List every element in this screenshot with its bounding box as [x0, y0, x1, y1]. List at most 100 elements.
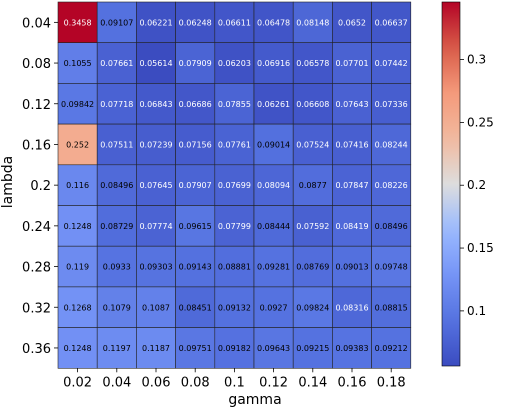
y-tick-label: 0.24: [22, 220, 51, 235]
heatmap-cell: [371, 286, 412, 328]
heatmap-cell: [253, 286, 294, 328]
heatmap-cell: [292, 83, 333, 125]
heatmap-cell: [292, 245, 333, 288]
colorbar-tick-label: 0.25: [467, 115, 494, 129]
colorbar-tick-label: 0.2: [467, 178, 486, 192]
heatmap-cell: [57, 42, 98, 84]
x-tick-label: 0.08: [181, 375, 210, 390]
cell-value-label: 0.09281: [257, 263, 290, 272]
cell-value-label: 0.06611: [218, 18, 251, 27]
heatmap-cell: [136, 1, 176, 44]
cell-value-label: 0.06203: [218, 59, 251, 68]
heatmap-cell: [175, 286, 216, 328]
cell-value-label: 0.119: [66, 263, 89, 272]
cell-value-label: 0.09107: [100, 18, 133, 27]
cell-value-label: 0.06608: [296, 100, 329, 109]
heatmap-cell: [371, 83, 412, 125]
heatmap-cell: [136, 286, 176, 328]
cell-value-label: 0.07909: [179, 59, 212, 68]
x-tick-label: 0.1: [224, 375, 245, 390]
heatmap-cell: [371, 327, 412, 369]
cell-value-label: 0.08419: [335, 222, 368, 231]
cell-value-label: 0.06221: [139, 18, 172, 27]
x-tick-label: 0.04: [102, 375, 131, 390]
cell-value-label: 0.07699: [218, 181, 251, 190]
cell-value-label: 0.07799: [218, 222, 251, 231]
y-tick-label: 0.16: [22, 138, 51, 153]
x-tick-label: 0.18: [377, 375, 406, 390]
heatmap-cell: [371, 123, 412, 166]
y-axis-label: lambda: [0, 156, 16, 208]
cell-value-label: 0.08316: [335, 303, 368, 312]
cell-value-label: 0.07855: [218, 100, 251, 109]
cell-value-label: 0.05614: [139, 59, 172, 68]
cell-value-label: 0.116: [66, 181, 89, 190]
x-tick-label: 0.02: [63, 375, 92, 390]
cell-value-label: 0.07592: [296, 222, 329, 231]
cell-value-label: 0.09303: [139, 263, 172, 272]
cell-value-label: 0.09751: [179, 344, 212, 353]
heatmap-cell: [253, 1, 294, 44]
heatmap-cell: [175, 327, 216, 369]
cell-value-label: 0.08729: [100, 222, 133, 231]
colorbar-tick-label: 0.3: [467, 53, 486, 67]
cell-value-label: 0.06843: [139, 100, 172, 109]
cell-value-label: 0.07524: [296, 140, 329, 149]
cell-value-label: 0.07661: [100, 59, 133, 68]
heatmap-cell: [371, 42, 412, 84]
heatmap-cell: [136, 42, 176, 84]
cell-value-label: 0.0933: [103, 263, 131, 272]
x-tick-label: 0.12: [259, 375, 288, 390]
heatmap-cell: [96, 205, 137, 247]
cell-value-label: 0.08148: [296, 18, 329, 27]
cell-value-label: 0.1268: [64, 303, 92, 312]
heatmap-cell: [175, 164, 216, 206]
heatmap-cell: [96, 1, 137, 44]
cell-value-label: 0.07847: [335, 181, 368, 190]
heatmap-cell: [57, 245, 98, 288]
heatmap-cell: [175, 205, 216, 247]
heatmap-cell: [96, 123, 137, 166]
cell-value-label: 0.07511: [100, 140, 133, 149]
heatmap-cell: [253, 327, 294, 369]
y-tick-label: 0.2: [30, 179, 51, 194]
cell-value-label: 0.1187: [142, 344, 170, 353]
cell-value-label: 0.07701: [335, 59, 368, 68]
cell-value-label: 0.1079: [103, 303, 131, 312]
heatmap-cell: [332, 1, 372, 44]
colorbar: 0.1 0.15 0.2 0.25 0.3: [441, 1, 494, 367]
cell-value-label: 0.07416: [335, 140, 368, 149]
cell-value-label: 0.1197: [103, 344, 131, 353]
cell-value-label: 0.09215: [296, 344, 329, 353]
cell-value-label: 0.07718: [100, 100, 133, 109]
y-tick-label: 0.08: [22, 57, 51, 72]
heatmap-cell: [136, 83, 176, 125]
cell-value-label: 0.1248: [64, 222, 92, 231]
heatmap-cell: [136, 164, 176, 206]
cell-value-label: 0.07643: [335, 100, 368, 109]
heatmap-cell: [214, 42, 255, 84]
heatmap-cell: [175, 1, 216, 44]
x-tick-label: 0.14: [298, 375, 327, 390]
cell-value-label: 0.09143: [179, 263, 212, 272]
cell-value-label: 0.06248: [179, 18, 212, 27]
cell-value-label: 0.07907: [179, 181, 212, 190]
cell-value-label: 0.07239: [139, 140, 172, 149]
heatmap-cell: [292, 42, 333, 84]
heatmap-cell: [57, 327, 98, 369]
heatmap-cell: [136, 205, 176, 247]
heatmap-cell: [57, 205, 98, 247]
heatmap-cell: [175, 123, 216, 166]
cell-value-label: 0.08244: [375, 140, 408, 149]
heatmap-cell: [292, 164, 333, 206]
cell-value-label: 0.06578: [296, 59, 329, 68]
heatmap-cell: [214, 245, 255, 288]
colorbar-tick-label: 0.1: [467, 304, 486, 318]
cell-value-label: 0.08226: [375, 181, 408, 190]
cell-value-label: 0.07156: [179, 140, 212, 149]
y-tick-label: 0.28: [22, 261, 51, 276]
heatmap-cell: [332, 42, 372, 84]
y-tick-label: 0.32: [22, 301, 51, 316]
colorbar-tick-label: 0.15: [467, 241, 494, 255]
